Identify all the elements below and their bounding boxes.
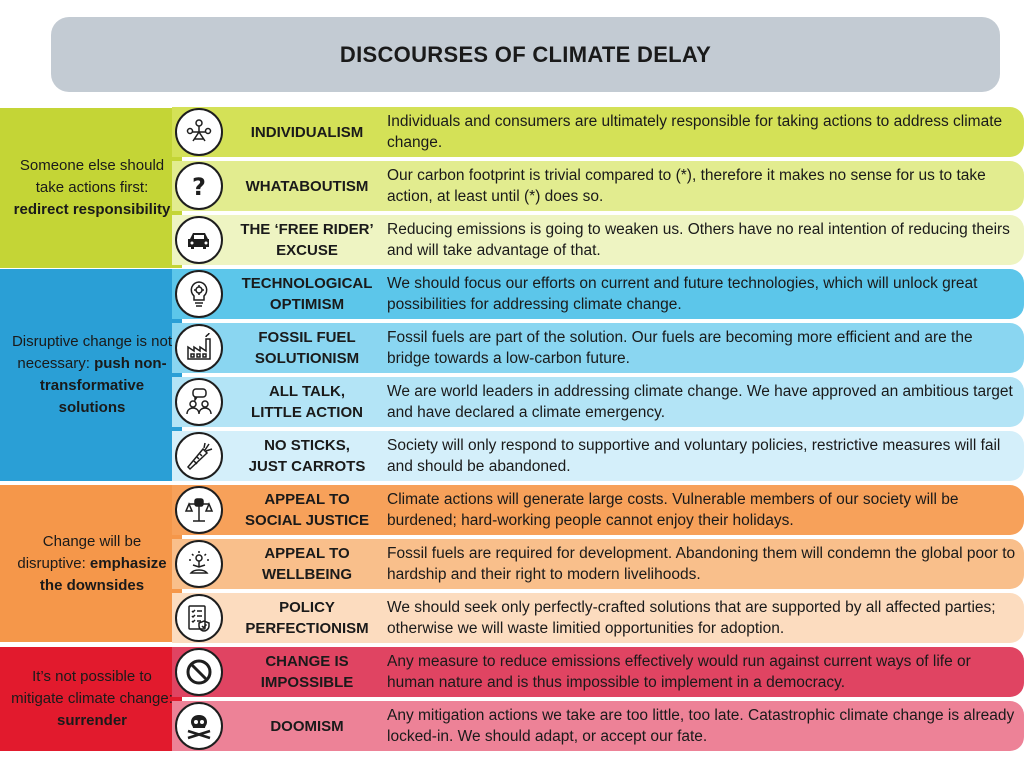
row-no-sticks: NO STICKS, JUST CARROTS Society will onl…	[172, 431, 1024, 481]
discourse-name: NO STICKS, JUST CARROTS	[248, 437, 366, 475]
group-emphasis: push non-transformative solutions	[39, 355, 167, 416]
discourse-description: Our carbon footprint is trivial compared…	[387, 167, 986, 205]
svg-text:?: ?	[192, 173, 206, 201]
discourse-description: Reducing emissions is going to weaken us…	[387, 221, 1010, 259]
discourse-name: INDIVIDUALISM	[250, 123, 364, 141]
row-change-impossible: CHANGE IS IMPOSSIBLE Any measure to redu…	[172, 647, 1024, 697]
group-side-surrender: It’s not possible to mitigate climate ch…	[0, 647, 182, 751]
justice-fist-icon	[175, 486, 223, 534]
discourse-name: THE ‘FREE RIDER’ EXCUSE	[240, 221, 374, 259]
car-icon	[175, 216, 223, 264]
group-lead: Disruptive change is not necessary:	[11, 333, 173, 372]
row-fossil-fuel-solutionism: FOSSIL FUEL SOLUTIONISM Fossil fuels are…	[172, 323, 1024, 373]
row-wellbeing: APPEAL TO WELLBEING Fossil fuels are req…	[172, 539, 1024, 589]
talking-people-icon	[175, 378, 223, 426]
row-social-justice: APPEAL TO SOCIAL JUSTICE Climate actions…	[172, 485, 1024, 535]
discourse-description: Any mitigation actions we take are too l…	[387, 707, 1015, 745]
factory-icon	[175, 324, 223, 372]
discourse-description: Any measure to reduce emissions effectiv…	[387, 653, 971, 691]
discourse-name: WHATABOUTISM	[245, 177, 369, 195]
discourse-description: Fossil fuels are required for developmen…	[387, 545, 1016, 583]
row-whataboutism: ? WHATABOUTISM Our carbon footprint is t…	[172, 161, 1024, 211]
prohibited-icon	[175, 648, 223, 696]
discourse-name: FOSSIL FUEL SOLUTIONISM	[254, 329, 360, 367]
people-network-icon	[175, 108, 223, 156]
row-individualism: INDIVIDUALISM Individuals and consumers …	[172, 107, 1024, 157]
discourse-name: APPEAL TO SOCIAL JUSTICE	[245, 491, 369, 529]
discourse-name: APPEAL TO WELLBEING	[262, 545, 352, 583]
row-doomism: DOOMISM Any mitigation actions we take a…	[172, 701, 1024, 751]
discourse-description: Society will only respond to supportive …	[387, 437, 1001, 475]
group-emphasis: surrender	[56, 712, 128, 729]
discourse-description: Fossil fuels are part of the solution. O…	[387, 329, 973, 367]
group-lead: It’s not possible to mitigate climate ch…	[11, 668, 173, 707]
discourse-description: We should seek only perfectly-crafted so…	[387, 599, 996, 637]
group-emphasis: emphasize the downsides	[39, 554, 167, 594]
discourse-name: TECHNOLOGICAL OPTIMISM	[241, 275, 373, 313]
question-mark-icon: ?	[175, 162, 223, 210]
discourse-name: POLICY PERFECTIONISM	[245, 599, 369, 637]
discourse-description: Individuals and consumers are ultimately…	[387, 113, 1003, 151]
lightbulb-gears-icon	[175, 270, 223, 318]
meditating-person-icon	[175, 540, 223, 588]
discourse-description: We are world leaders in addressing clima…	[387, 383, 1013, 421]
group-emphasis: redirect responsibility	[13, 201, 171, 218]
group-lead: Change will be disruptive:	[17, 532, 142, 572]
discourse-name: ALL TALK, LITTLE ACTION	[251, 383, 363, 421]
group-side-redirect-responsibility: Someone else should take actions first: …	[0, 108, 182, 268]
discourse-description: We should focus our efforts on current a…	[387, 275, 978, 313]
skull-crossbones-icon	[175, 702, 223, 750]
discourse-description: Climate actions will generate large cost…	[387, 491, 959, 529]
row-free-rider: THE ‘FREE RIDER’ EXCUSE Reducing emissio…	[172, 215, 1024, 265]
title-banner: DISCOURSES OF CLIMATE DELAY	[51, 17, 1000, 92]
group-lead: Someone else should take actions first:	[19, 157, 165, 196]
row-technological-optimism: TECHNOLOGICAL OPTIMISM We should focus o…	[172, 269, 1024, 319]
discourse-name: CHANGE IS IMPOSSIBLE	[260, 653, 354, 691]
row-policy-perfectionism: POLICY PERFECTIONISM We should seek only…	[172, 593, 1024, 643]
carrot-icon	[175, 432, 223, 480]
discourse-name: DOOMISM	[270, 717, 344, 735]
checklist-icon	[175, 594, 223, 642]
group-side-non-transformative: Disruptive change is not necessary: push…	[0, 269, 182, 481]
row-all-talk: ALL TALK, LITTLE ACTION We are world lea…	[172, 377, 1024, 427]
group-side-emphasize-downsides: Change will be disruptive: emphasize the…	[0, 485, 182, 642]
page-title: DISCOURSES OF CLIMATE DELAY	[339, 41, 712, 67]
